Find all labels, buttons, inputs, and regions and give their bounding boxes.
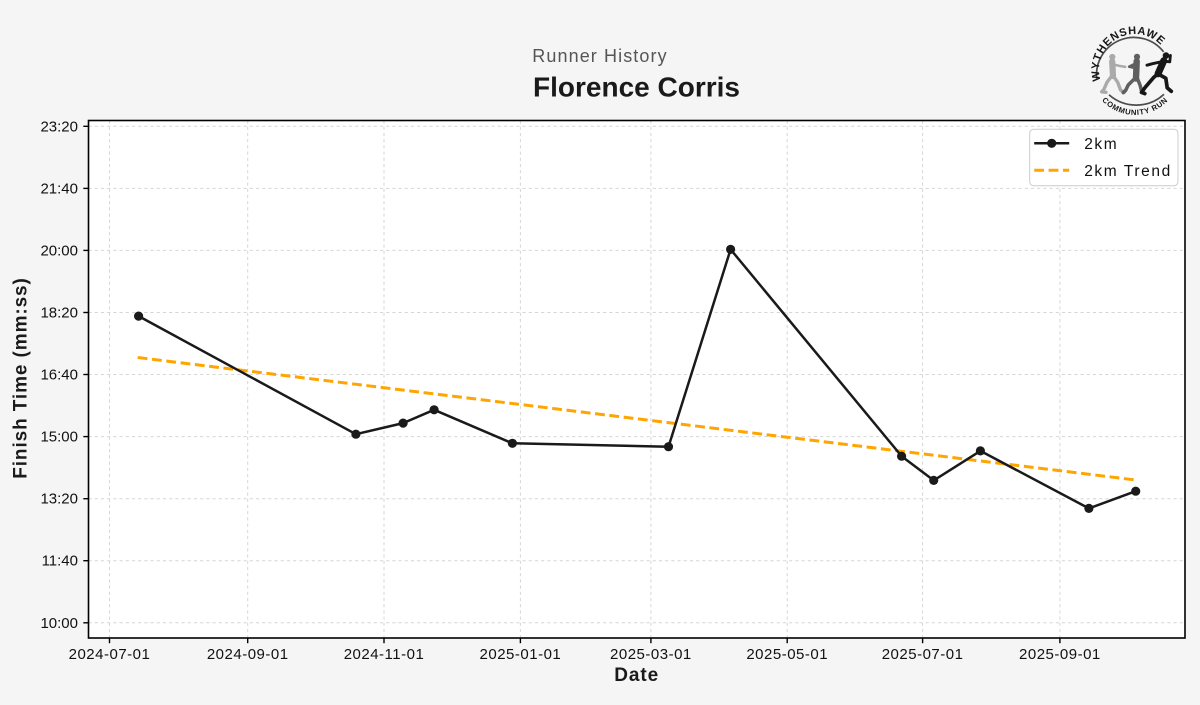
svg-text:11:40: 11:40	[42, 553, 78, 570]
svg-text:2024-11-01: 2024-11-01	[344, 646, 425, 663]
svg-text:Date: Date	[614, 665, 659, 686]
svg-text:20:00: 20:00	[40, 242, 78, 259]
svg-text:10:00: 10:00	[40, 615, 78, 632]
svg-text:21:40: 21:40	[40, 180, 78, 197]
svg-text:2025-07-01: 2025-07-01	[882, 646, 964, 663]
svg-text:Florence Corris: Florence Corris	[533, 72, 740, 103]
svg-text:Finish Time (mm:ss): Finish Time (mm:ss)	[11, 277, 32, 479]
svg-text:2024-07-01: 2024-07-01	[69, 646, 151, 663]
svg-text:23:20: 23:20	[40, 118, 78, 135]
svg-text:2025-03-01: 2025-03-01	[610, 646, 692, 663]
svg-text:2km: 2km	[1084, 136, 1118, 153]
svg-text:2025-05-01: 2025-05-01	[746, 646, 828, 663]
svg-text:Runner History: Runner History	[532, 46, 667, 66]
svg-text:2km Trend: 2km Trend	[1084, 163, 1172, 180]
svg-text:16:40: 16:40	[40, 367, 78, 384]
svg-text:15:00: 15:00	[40, 429, 78, 446]
svg-text:2024-09-01: 2024-09-01	[207, 646, 289, 663]
svg-text:2025-09-01: 2025-09-01	[1019, 646, 1101, 663]
svg-text:18:20: 18:20	[40, 305, 78, 322]
svg-text:2025-01-01: 2025-01-01	[480, 646, 562, 663]
svg-text:13:20: 13:20	[40, 491, 78, 508]
